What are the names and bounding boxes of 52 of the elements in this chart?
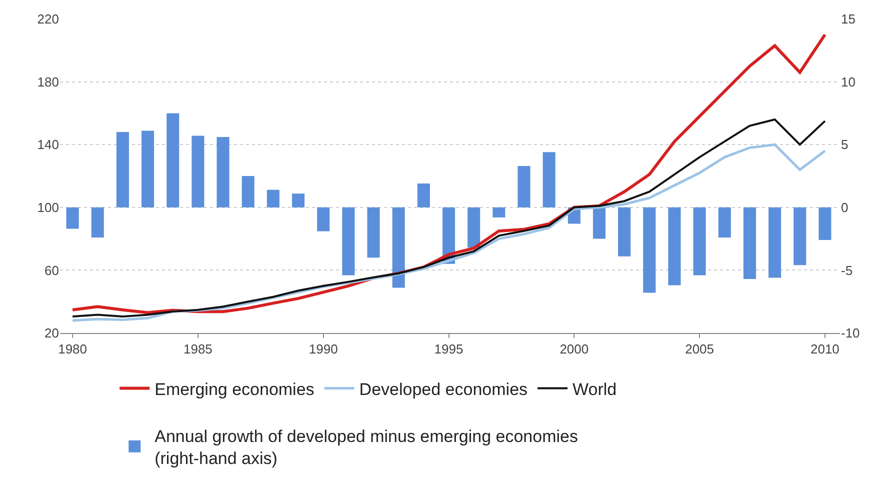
- x-tick-label: 1985: [183, 342, 212, 357]
- bar: [542, 152, 556, 208]
- bar: [718, 207, 731, 238]
- bar: [492, 207, 506, 218]
- y2-tick-label: -5: [841, 262, 853, 278]
- bar: [166, 113, 180, 208]
- y2-tick-label: 10: [841, 74, 856, 90]
- bar: [417, 184, 430, 208]
- bar: [317, 207, 330, 232]
- bar: [66, 207, 79, 229]
- bar: [266, 190, 280, 208]
- bar: [216, 137, 230, 208]
- bar: [743, 207, 756, 279]
- y2-tick-label: 15: [841, 12, 856, 27]
- y2-tick-label: 0: [841, 200, 848, 215]
- x-tick-label: 2000: [560, 342, 589, 357]
- y2-tick-label: -10: [841, 326, 860, 341]
- legend-label: Emerging economies: [154, 380, 314, 399]
- bar: [518, 166, 530, 208]
- x-tick-label: 1980: [58, 342, 87, 357]
- y-tick-label: 140: [37, 137, 59, 152]
- y-tick-label: 220: [37, 12, 59, 27]
- y-tick-label: 180: [37, 74, 59, 90]
- bar: [618, 207, 631, 256]
- bar: [367, 207, 380, 258]
- bar: [693, 207, 706, 276]
- legend-label: Developed economies: [359, 380, 528, 399]
- bar: [818, 207, 832, 240]
- y-tick-label: 100: [37, 200, 59, 215]
- x-tick-label: 1995: [434, 342, 464, 357]
- bar: [794, 207, 806, 266]
- bar: [91, 207, 104, 238]
- bar: [342, 207, 355, 276]
- bar: [592, 207, 606, 239]
- x-tick-label: 2010: [810, 342, 840, 357]
- bar: [668, 207, 681, 286]
- x-tick-label: 1990: [308, 342, 338, 357]
- y2-tick-label: 5: [841, 137, 848, 152]
- y-tick-label: 20: [44, 326, 59, 341]
- legend-label: Annual growth of developed minus emerging economies (right-hand axis): [154, 426, 578, 468]
- bar: [292, 194, 305, 208]
- bar: [468, 207, 480, 248]
- bar: [142, 130, 154, 208]
- bar: [116, 132, 129, 208]
- bar: [242, 176, 254, 208]
- x-tick-label: 2005: [685, 342, 714, 357]
- y-tick-label: 60: [44, 262, 59, 278]
- bar: [768, 207, 782, 278]
- bar: [643, 207, 656, 293]
- legend-label: World: [572, 380, 617, 399]
- bar: [192, 136, 204, 208]
- bar: [392, 207, 405, 288]
